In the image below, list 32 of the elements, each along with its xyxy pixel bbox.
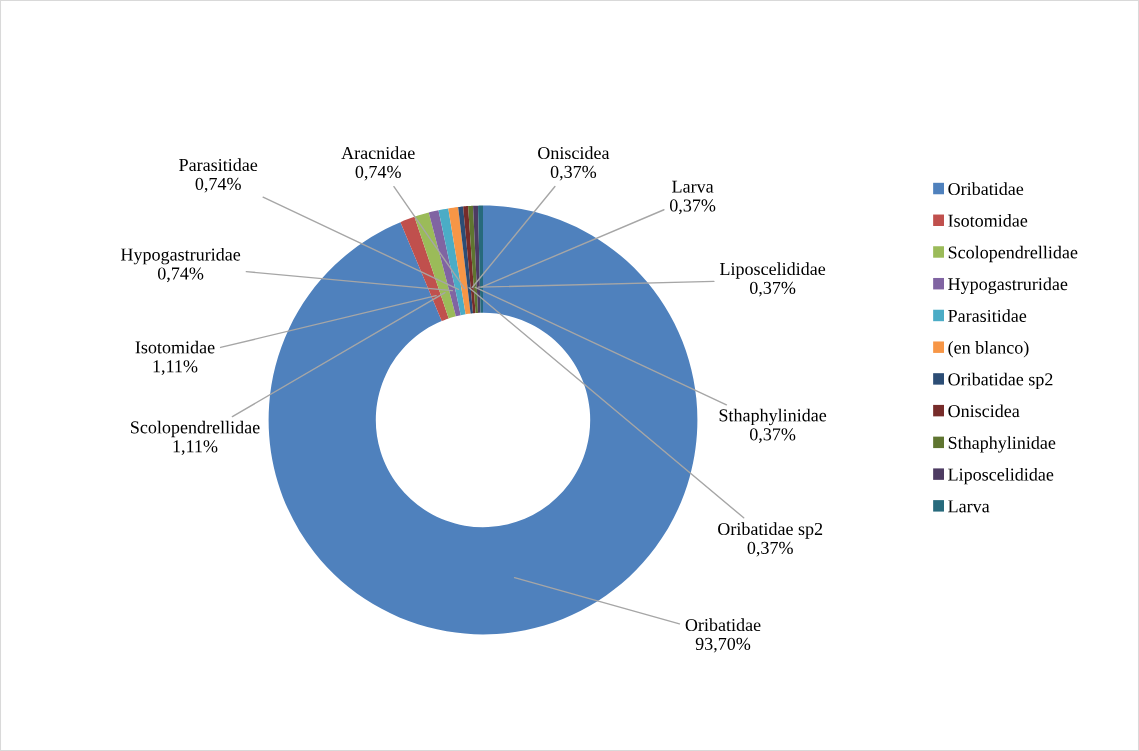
legend-label: (en blanco) [948, 341, 1029, 358]
donut-slice [458, 206, 474, 314]
donut-slice [400, 216, 449, 322]
legend-label: Liposcelididae [948, 467, 1054, 485]
data-label: Isotomidae 1,11% [135, 340, 215, 375]
legend-label: Larva [948, 500, 990, 513]
legend-label: Parasitidae [948, 309, 1027, 323]
donut-slice [428, 210, 461, 317]
donut-slice [438, 208, 466, 316]
data-label: Larva 0,37% [669, 180, 716, 215]
data-label: Oribatidae 93,70% [685, 618, 761, 653]
donut-slice [463, 206, 476, 314]
donut-slice [478, 205, 483, 313]
data-label: Oribatidae sp2 0,37% [718, 522, 823, 557]
donut-slice [473, 205, 481, 313]
legend-label: Oribatidae [948, 182, 1024, 196]
donut-slice [448, 207, 471, 315]
legend-label: Isotomidae [948, 214, 1028, 227]
data-label: Sthaphylinidae 0,37% [719, 408, 827, 443]
legend-label: Scolopendrellidae [948, 245, 1078, 263]
data-label: Aracnidae 0,74% [341, 146, 415, 181]
data-label: Hypogastruridae 0,74% [120, 247, 241, 283]
legend-label: Oniscidea [948, 404, 1020, 418]
donut-slice [468, 205, 479, 314]
data-label: Parasitidae 0,74% [179, 158, 258, 193]
legend-label: Oribatidae sp2 [948, 372, 1053, 390]
data-label: Oniscidea 0,37% [538, 146, 610, 181]
data-label: Scolopendrellidae 1,11% [131, 420, 260, 455]
legend-label: Sthaphylinidae [948, 436, 1056, 453]
donut-slice [414, 212, 456, 319]
data-label: Liposcelididae 0,37% [719, 262, 826, 297]
legend-label: Hypogastruridae [948, 277, 1068, 294]
